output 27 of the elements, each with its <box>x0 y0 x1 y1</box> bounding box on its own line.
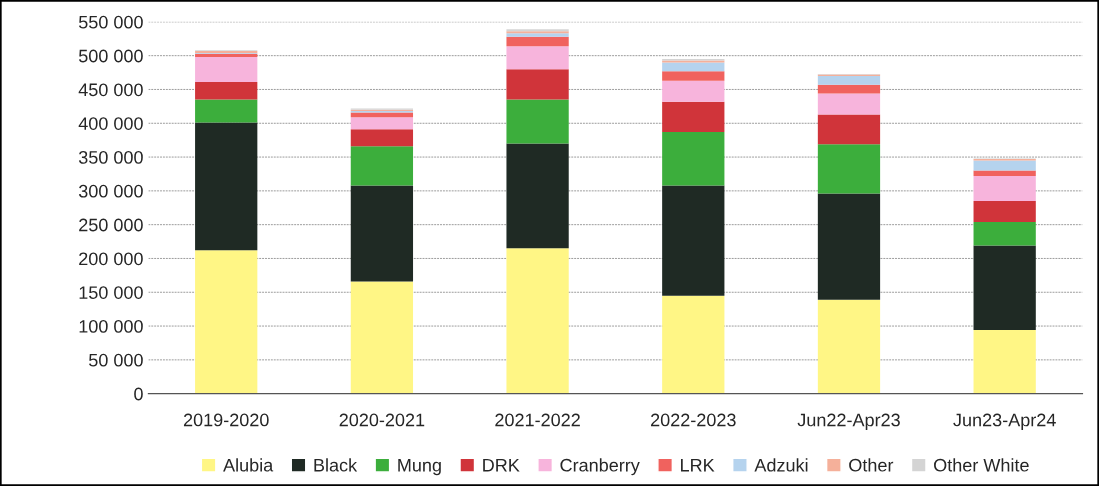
x-tick-label: 2020-2021 <box>339 413 425 427</box>
legend-label: Black <box>314 458 358 472</box>
y-tick-label: 0 <box>134 387 143 401</box>
legend-label: LRK <box>681 459 715 472</box>
x-tick-label: Jun22-Apr23 <box>797 413 900 430</box>
y-tick-label: 350 000 <box>78 151 143 164</box>
x-tick-label: 2019-2020 <box>183 413 269 427</box>
legend-label: Mung <box>398 459 441 476</box>
legend-label: Cranberry <box>560 458 640 476</box>
legend-label: Alubia <box>223 458 274 472</box>
y-tick-label: 250 000 <box>79 218 143 232</box>
legend-label: Other White <box>934 458 1029 472</box>
y-tick-label: 300 000 <box>78 184 143 198</box>
y-tick-label: 50 000 <box>89 353 143 367</box>
y-tick-label: 100 000 <box>79 320 143 333</box>
legend-label: Other <box>849 458 894 472</box>
x-tick-label: Jun23-Apr24 <box>953 413 1056 430</box>
legend-label: DRK <box>483 459 520 472</box>
y-tick-label: 400 000 <box>78 117 143 130</box>
y-tick-label: 150 000 <box>79 286 143 299</box>
y-tick-label: 550 000 <box>78 15 143 29</box>
y-tick-label: 200 000 <box>79 252 143 266</box>
y-tick-label: 500 000 <box>78 49 143 63</box>
y-tick-label: 450 000 <box>78 83 143 97</box>
x-tick-label: 2021-2022 <box>495 413 580 427</box>
legend-label: Adzuki <box>754 458 808 472</box>
x-tick-label: 2022-2023 <box>651 413 736 427</box>
